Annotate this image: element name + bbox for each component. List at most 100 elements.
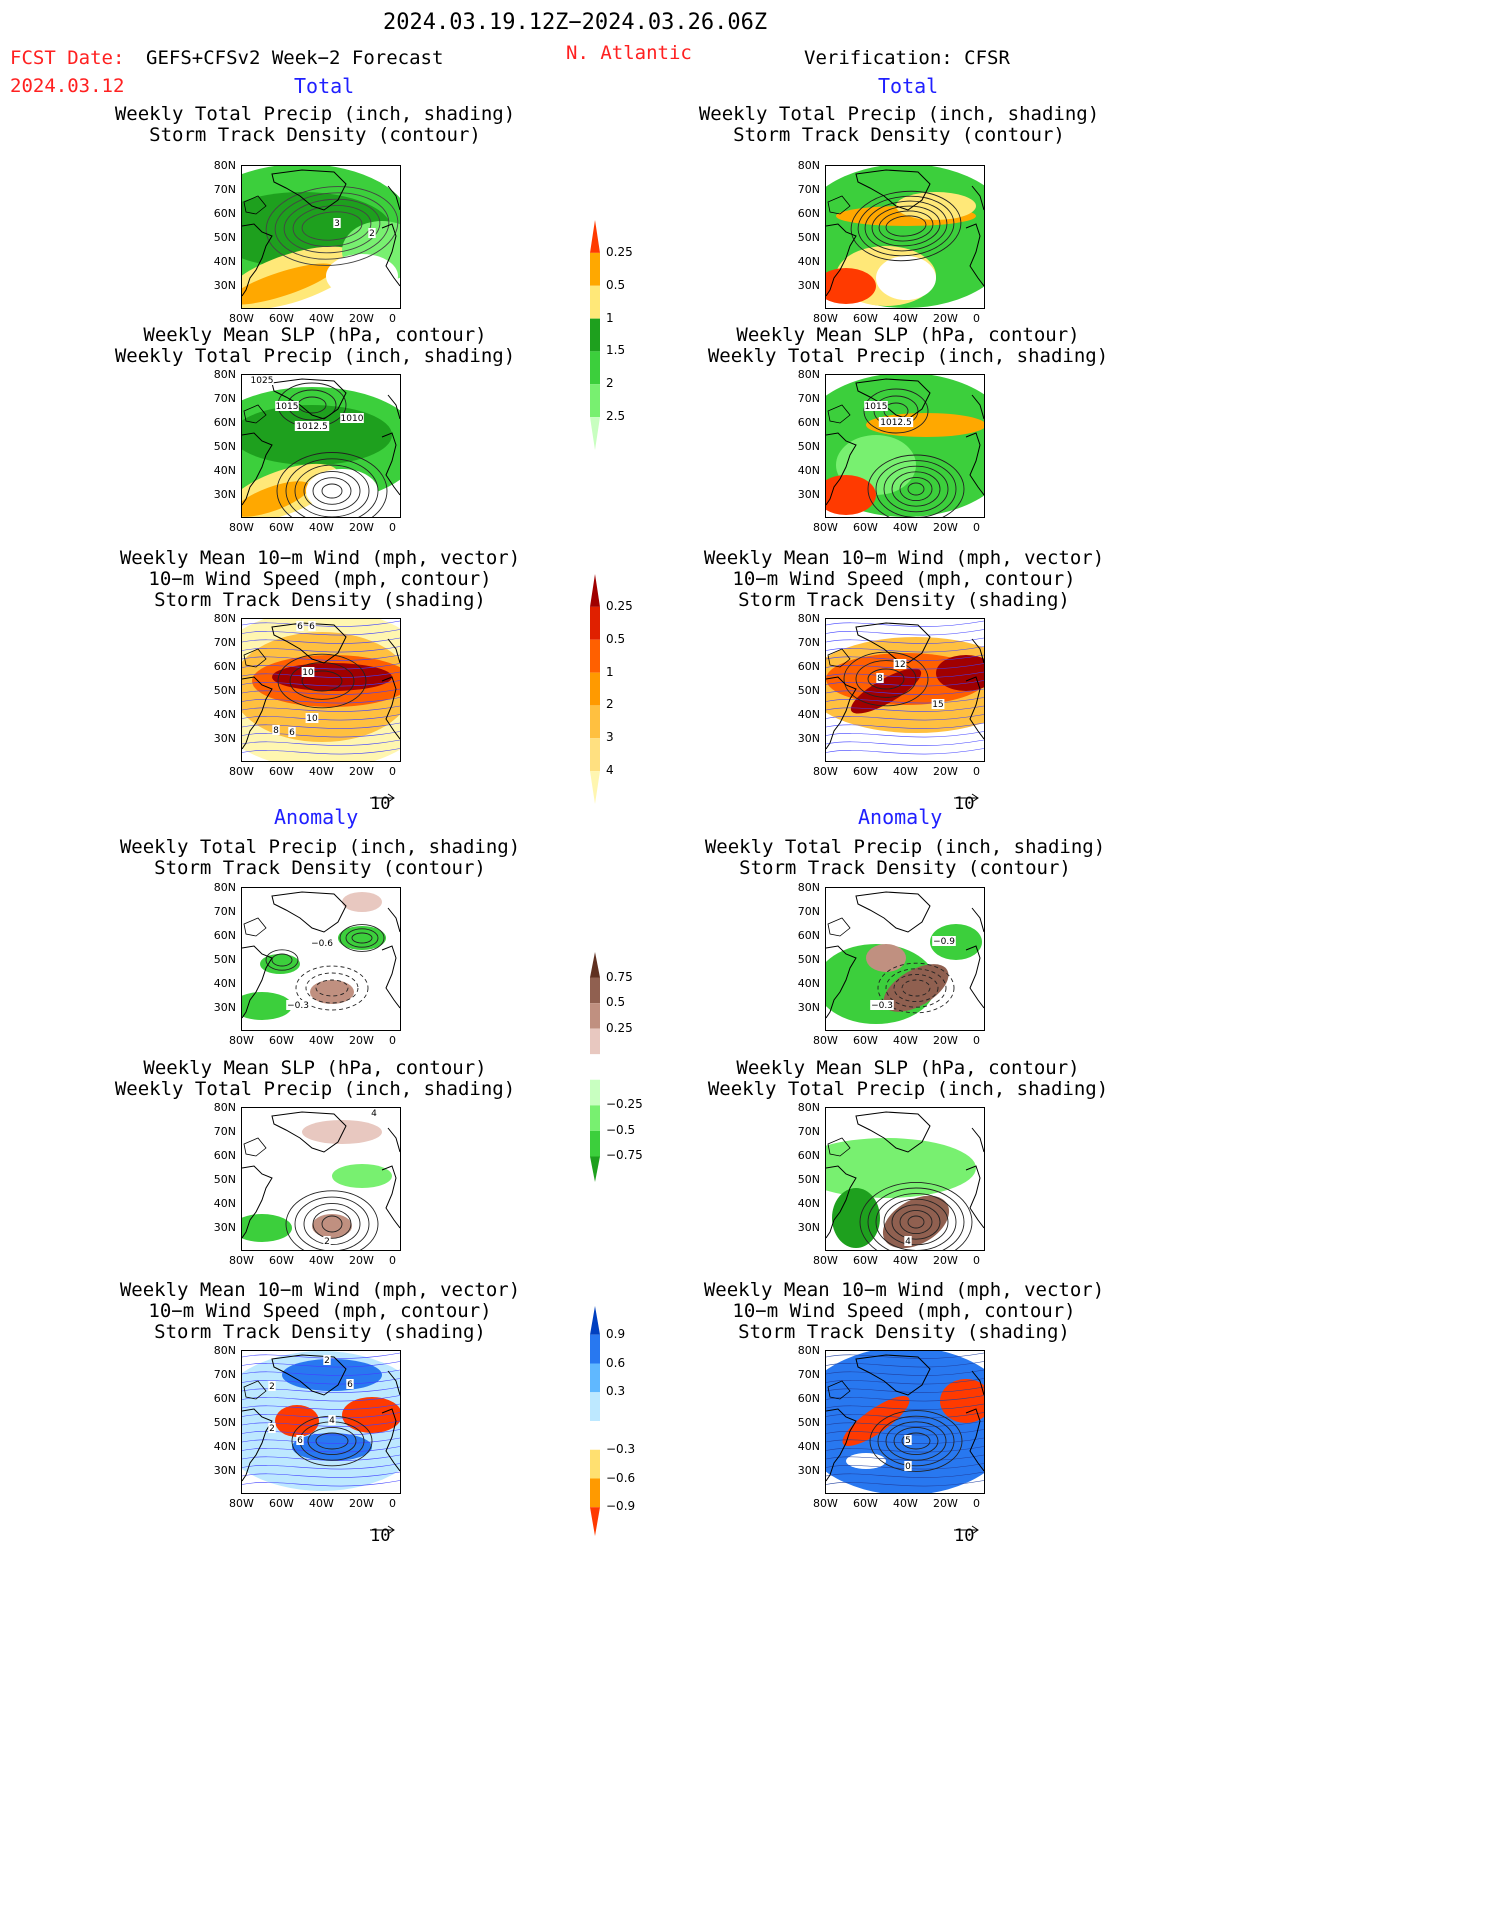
latitude-label: 40N (213, 977, 236, 990)
svg-text:1010: 1010 (341, 414, 364, 424)
region-label: N. Atlantic (566, 42, 692, 64)
panel-title: Weekly Mean SLP (hPa, contour) Weekly To… (707, 324, 1109, 367)
svg-text:15: 15 (932, 700, 943, 710)
wind-contour (242, 646, 400, 653)
wind-contour (242, 1437, 400, 1444)
latitude-label: 50N (213, 1416, 236, 1429)
wind-contour (826, 714, 984, 721)
longitude-label: 20W (933, 312, 958, 325)
colorbar-segment (590, 672, 600, 706)
latitude-label: 60N (213, 929, 236, 942)
longitude-label: 40W (893, 1034, 918, 1047)
longitude-label: 40W (893, 765, 918, 778)
wind-contour (826, 1412, 984, 1419)
shaded-field (242, 1214, 292, 1242)
latitude-label: 30N (797, 488, 820, 501)
contour-line (294, 1196, 370, 1250)
shaded-field (866, 944, 906, 972)
colorbar-label: 0.5 (606, 631, 626, 646)
vector-reference-arrow (368, 788, 398, 807)
wind-contour (242, 1429, 400, 1436)
latitude-label: 60N (213, 416, 236, 429)
colorbar-segment (590, 1334, 600, 1364)
shaded-field (882, 1195, 950, 1249)
colorbar-label: 3 (606, 730, 614, 745)
shaded-field (310, 980, 354, 1004)
latitude-label: 70N (213, 905, 236, 918)
colorbar (584, 217, 644, 457)
coastline (243, 648, 267, 668)
svg-text:2: 2 (269, 1424, 275, 1434)
latitude-label: 30N (797, 1464, 820, 1477)
shaded-field (242, 263, 335, 305)
svg-text:6: 6 (297, 1436, 303, 1446)
latitude-label: 70N (213, 1125, 236, 1138)
map-panel: 2 2 6 2 4 6 (241, 1350, 401, 1494)
wind-contour (826, 1361, 984, 1368)
longitude-label: 20W (933, 1254, 958, 1267)
longitude-label: 20W (933, 1034, 958, 1047)
wind-contour (826, 697, 984, 704)
panel-title: Weekly Mean SLP (hPa, contour) Weekly To… (114, 1057, 516, 1100)
colorbar-segment (590, 606, 600, 640)
latitude-label: 50N (797, 684, 820, 697)
latitude-label: 50N (213, 684, 236, 697)
wind-contour (242, 739, 400, 746)
greenland-outline (855, 1354, 931, 1396)
latitude-label: 80N (213, 881, 236, 894)
longitude-label: 20W (349, 1034, 374, 1047)
svg-text:1012.5: 1012.5 (296, 422, 328, 432)
wind-contour (826, 629, 984, 636)
svg-text:−0.3: −0.3 (287, 1001, 309, 1011)
longitude-label: 0 (973, 1034, 980, 1047)
latitude-label: 40N (797, 1197, 820, 1210)
svg-text:10: 10 (302, 668, 314, 678)
section-total-right: Total (878, 74, 939, 98)
wind-contour (242, 1361, 400, 1368)
wind-contour (826, 637, 984, 644)
contour-line (867, 454, 965, 517)
wind-contour (242, 748, 400, 755)
shaded-field (292, 1433, 372, 1461)
longitude-label: 80W (813, 1497, 838, 1510)
wind-contour (242, 1480, 400, 1487)
greenland-outline (271, 378, 347, 420)
coastline (827, 648, 851, 668)
svg-text:6: 6 (297, 622, 303, 632)
map-panel: −0.9 −0.3 (825, 887, 985, 1031)
europe-coastline (965, 1370, 984, 1472)
colorbar-segment (590, 285, 600, 319)
wind-contour (242, 629, 400, 636)
wind-contour (242, 1352, 400, 1359)
wind-contour (242, 620, 400, 627)
svg-text:5: 5 (905, 1436, 911, 1446)
shaded-field (342, 892, 382, 912)
latitude-label: 80N (213, 1344, 236, 1357)
longitude-label: 60W (853, 1254, 878, 1267)
wind-contour (826, 1480, 984, 1487)
longitude-label: 60W (269, 521, 294, 534)
colorbar (584, 1303, 644, 1543)
colorbar-label: 1.5 (606, 343, 626, 358)
wind-contour (826, 663, 984, 670)
wind-contour (826, 654, 984, 661)
contour-line (307, 1426, 357, 1456)
colorbar-segment (590, 771, 600, 804)
contour-line (875, 460, 957, 517)
latitude-label: 70N (213, 183, 236, 196)
coastline (827, 1137, 851, 1157)
latitude-label: 80N (797, 881, 820, 894)
colorbar (584, 571, 644, 811)
contour-label: 6 (346, 1379, 354, 1390)
colorbar-segment (590, 1392, 600, 1421)
panel-title: Weekly Mean 10−m Wind (mph, vector) 10−m… (703, 547, 1105, 611)
coastline (827, 195, 851, 215)
contour-line (303, 1202, 361, 1246)
latitude-label: 40N (213, 464, 236, 477)
contour-label: 15 (931, 699, 945, 710)
date-range-title: 2024.03.19.12Z−2024.03.26.06Z (383, 10, 768, 35)
latitude-label: 80N (213, 159, 236, 172)
wind-contour (826, 1463, 984, 1470)
latitude-label: 40N (797, 1440, 820, 1453)
latitude-label: 80N (213, 368, 236, 381)
